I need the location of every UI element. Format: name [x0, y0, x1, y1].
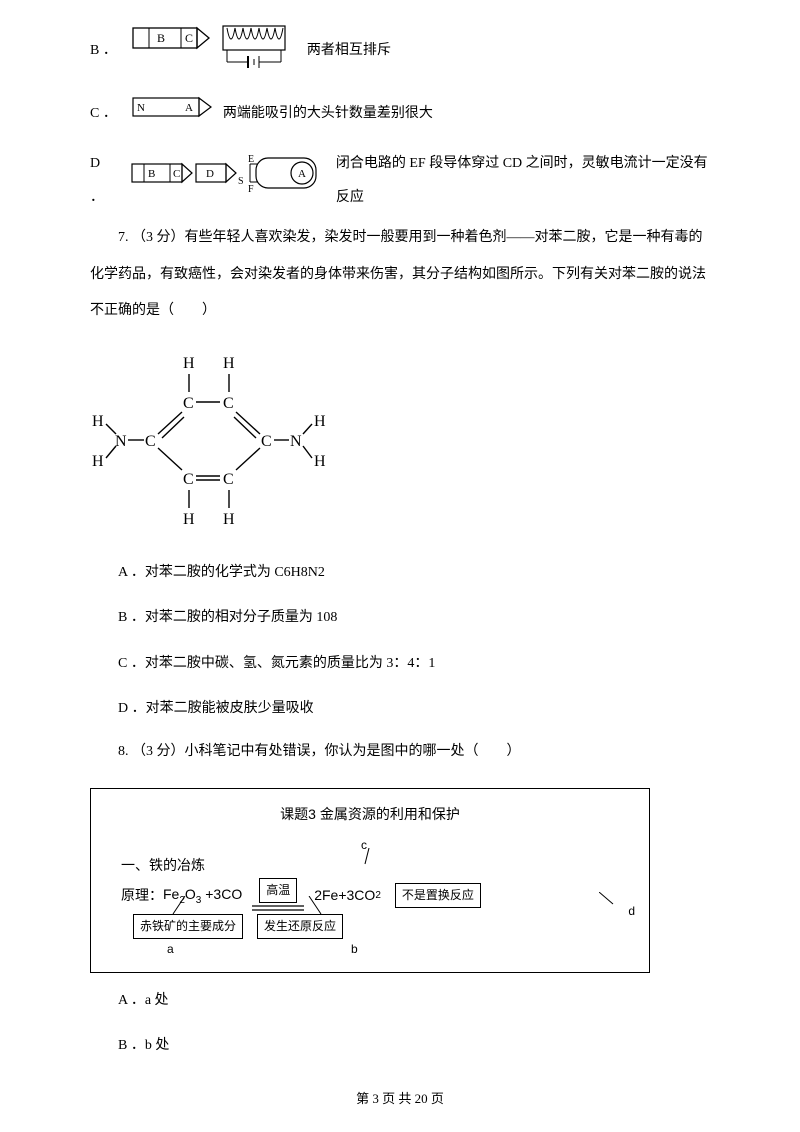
- tag-b: 发生还原反应: [257, 914, 343, 939]
- q6d-diagram: B C D S E F A: [130, 152, 330, 210]
- q7-molecule: H H C C C C N H H N H: [90, 350, 710, 544]
- svg-text:H: H: [223, 355, 235, 372]
- svg-text:C: C: [173, 168, 180, 180]
- svg-text:C: C: [183, 471, 194, 488]
- svg-text:D: D: [206, 168, 214, 180]
- svg-text:C: C: [223, 395, 234, 412]
- svg-text:H: H: [92, 453, 104, 470]
- q8-note-box: 课题3 金属资源的利用和保护 一、铁的冶炼 c 原理： Fe2O3 +3CO 高…: [90, 788, 650, 973]
- eq-head: 原理：: [121, 882, 163, 909]
- q7-opt-b: B ．对苯二胺的相对分子质量为 108: [90, 598, 710, 637]
- svg-text:A: A: [185, 102, 193, 114]
- q8-opt-a: A ．a 处: [90, 981, 710, 1020]
- svg-text:S: S: [238, 176, 244, 187]
- opt-b-label: B ．: [90, 34, 117, 68]
- magnet-c-letter: C: [185, 31, 193, 45]
- q8-lbl-d: d: [628, 900, 635, 923]
- svg-text:N: N: [115, 433, 127, 450]
- opt-d-text: 闭合电路的 EF 段导体穿过 CD 之间时，灵敏电流计一定没有反应: [336, 147, 710, 214]
- opt-b-text: 两者相互排斥: [307, 34, 391, 68]
- svg-text:H: H: [92, 413, 104, 430]
- magnet-b-letter: B: [157, 31, 165, 45]
- q6-option-c: C ． N A 两端能吸引的大头针数量差别很大: [90, 92, 710, 136]
- svg-text:H: H: [183, 511, 195, 528]
- svg-text:N: N: [290, 433, 302, 450]
- svg-text:C: C: [261, 433, 272, 450]
- svg-text:H: H: [314, 453, 326, 470]
- eq-cond: 高温: [259, 878, 297, 903]
- svg-text:C: C: [183, 395, 194, 412]
- svg-text:C: C: [145, 433, 156, 450]
- tag-d: 不是置换反应: [395, 883, 481, 908]
- q7-opt-d: D ．对苯二胺能被皮肤少量吸收: [90, 689, 710, 728]
- q7-opt-c: C ．对苯二胺中碳、氢、氮元素的质量比为 3：4：1: [90, 644, 710, 683]
- q8-lbl-b: b: [351, 938, 358, 961]
- q8-lbl-a: a: [167, 938, 174, 961]
- page-footer: 第 3 页 共 20 页: [0, 1083, 800, 1114]
- q6-option-b: B ． B C 两者相互排斥: [90, 20, 710, 82]
- svg-text:B: B: [148, 168, 155, 180]
- q6c-diagram: N A: [131, 92, 217, 136]
- q6-option-d: D ． B C D S E F A 闭合电: [90, 147, 710, 214]
- opt-d-label: D ．: [90, 147, 116, 214]
- q8-text: 8. （3 分）小科笔记中有处错误，你认为是图中的哪一处（ ）: [90, 734, 710, 770]
- svg-text:C: C: [223, 471, 234, 488]
- svg-text:E: E: [248, 154, 254, 165]
- svg-text:H: H: [183, 355, 195, 372]
- q8-opt-b: B ．b 处: [90, 1026, 710, 1065]
- opt-c-text: 两端能吸引的大头针数量差别很大: [223, 97, 433, 131]
- opt-c-label: C ．: [90, 97, 117, 131]
- q7-text: 7. （3 分）有些年轻人喜欢染发，染发时一般要用到一种着色剂——对苯二胺，它是…: [90, 220, 710, 329]
- q7-opt-a: A ．对苯二胺的化学式为 C6H8N2: [90, 553, 710, 592]
- svg-text:H: H: [223, 511, 235, 528]
- svg-text:A: A: [298, 168, 306, 180]
- svg-text:F: F: [248, 184, 254, 195]
- q8-box-title: 课题3 金属资源的利用和保护: [111, 801, 629, 828]
- tag-a: 赤铁矿的主要成分: [133, 914, 243, 939]
- q8-box-sub: 一、铁的冶炼: [121, 852, 205, 879]
- svg-text:H: H: [314, 413, 326, 430]
- q6b-diagram: B C: [131, 20, 301, 82]
- svg-text:N: N: [137, 102, 145, 114]
